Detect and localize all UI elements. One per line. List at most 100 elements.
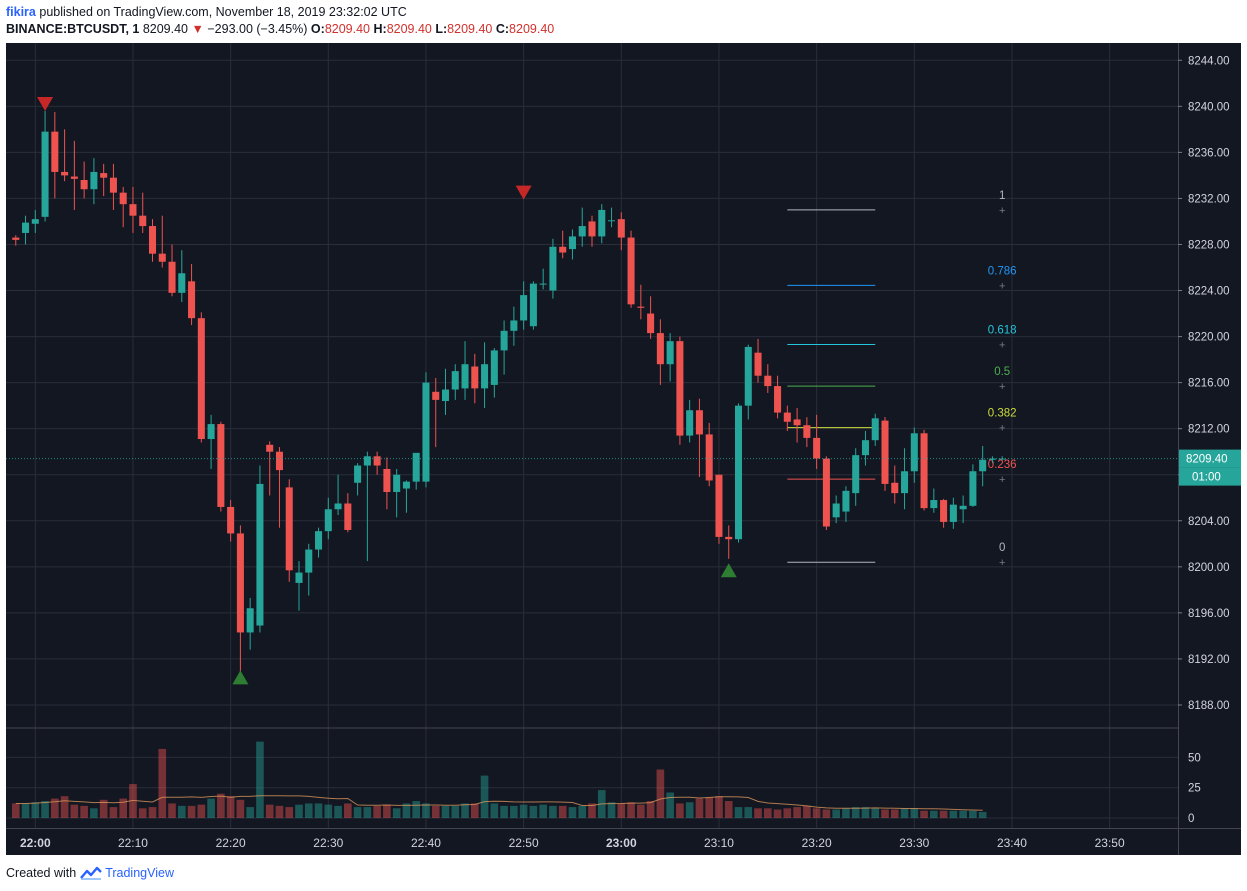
volume-bar [939, 810, 948, 818]
candle-body [520, 295, 528, 321]
footer: Created with TradingView [6, 866, 174, 880]
time-tick-label: 22:50 [509, 836, 539, 850]
tradingview-brand[interactable]: TradingView [80, 866, 174, 880]
volume-bar [177, 805, 186, 818]
volume-bar [510, 805, 518, 818]
candle-body [608, 220, 616, 222]
volume-bar [99, 799, 108, 818]
candle-body [578, 226, 586, 237]
volume-bar [41, 801, 49, 818]
volume-bar [851, 807, 860, 818]
tradingview-logo-icon [80, 866, 103, 880]
candle-body [295, 572, 303, 583]
sell-marker-icon [515, 185, 532, 200]
low-value: 8209.40 [447, 22, 493, 36]
volume-bar [763, 808, 772, 818]
volume-bar [490, 803, 499, 818]
candle-body [12, 237, 20, 240]
countdown-tag [1179, 467, 1241, 486]
candle-body [803, 425, 811, 438]
price-tick-label: 8220.00 [1188, 332, 1230, 344]
candle-body [832, 503, 840, 518]
candle-body [920, 433, 928, 509]
candle-body [715, 474, 723, 537]
candle-body [31, 219, 39, 224]
candle-body [969, 471, 977, 506]
chart-background [6, 43, 1241, 855]
volume-bar [558, 805, 567, 818]
candle-body [783, 412, 791, 422]
close-value: 8209.40 [509, 22, 555, 36]
candle-body [568, 236, 576, 250]
last-price-tag [1179, 449, 1241, 468]
candle-body [100, 173, 108, 178]
author-link[interactable]: fikira [6, 5, 36, 19]
price-tick-label: 8200.00 [1188, 562, 1230, 574]
volume-bar [246, 807, 254, 818]
candle-body [315, 531, 323, 550]
price-tick-label: 8244.00 [1188, 55, 1230, 67]
fib-handle-icon: + [999, 557, 1005, 569]
candle-body [930, 500, 938, 509]
volume-bar [324, 804, 333, 818]
price-tick-label: 8240.00 [1188, 101, 1230, 113]
candles [12, 110, 1006, 673]
volume-bar [236, 799, 245, 818]
time-tick-label: 23:00 [606, 836, 637, 850]
created-with-text: Created with [6, 866, 77, 880]
candle-body [725, 536, 733, 540]
volume-bar [451, 805, 460, 818]
low-label: L: [435, 22, 448, 36]
candle-body [754, 352, 762, 376]
volume-bar [314, 803, 323, 818]
volume-bar [422, 803, 430, 818]
volume-bar [21, 803, 30, 818]
volume-bar [812, 808, 821, 818]
candle-body [402, 481, 410, 489]
volume-bar [539, 804, 547, 818]
volume-bar [90, 808, 98, 818]
volume-bar [959, 810, 967, 818]
candle-body [979, 459, 987, 472]
fib-retracement: 1 +0.786 +0.618 +0.5 +0.382 +0.236 +0 + [787, 190, 1017, 569]
candle-body [178, 273, 186, 293]
candle-body [188, 281, 196, 319]
volume-bar [187, 805, 196, 818]
fib-level-label: 0.382 [988, 408, 1017, 420]
candle-body [559, 246, 567, 253]
volume-bar [666, 792, 674, 818]
brand-name: TradingView [105, 866, 174, 880]
candle-body [305, 549, 313, 573]
volume-bar [920, 810, 928, 818]
chart-svg[interactable]: 1 +0.786 +0.618 +0.5 +0.382 +0.236 +0 + 8188.00… [6, 43, 1241, 855]
time-axis-background [6, 828, 1178, 855]
volume-tick-label: 25 [1188, 783, 1201, 795]
candle-body [656, 333, 664, 365]
down-arrow-icon: ▼ [191, 22, 204, 36]
volume-bar [930, 810, 938, 818]
candle-body [109, 177, 117, 193]
fib-handle-icon: + [999, 381, 1005, 393]
chart-area[interactable]: 1 +0.786 +0.618 +0.5 +0.382 +0.236 +0 + 8188.00… [6, 43, 1241, 855]
volume-bar [832, 809, 840, 818]
fib-handle-icon: + [999, 205, 1005, 217]
time-tick-label: 23:50 [1095, 836, 1125, 850]
volume-tick-label: 50 [1188, 752, 1201, 764]
volume-bar [441, 805, 450, 818]
price-tick-label: 8192.00 [1188, 654, 1230, 666]
fib-level-label: 1 [999, 190, 1005, 202]
candle-body [744, 346, 752, 406]
volume-bar [217, 793, 225, 818]
candle-body [393, 474, 401, 492]
candle-body [256, 483, 264, 626]
price-axis-background [1178, 43, 1241, 855]
volume-bar [949, 810, 958, 818]
volume-bar [207, 798, 215, 818]
time-tick-label: 23:40 [997, 836, 1027, 850]
candle-body [422, 382, 430, 482]
price-tick-label: 8224.00 [1188, 286, 1230, 298]
volume-bar [519, 804, 528, 818]
price-change: −293.00 (−3.45%) [207, 22, 308, 36]
price-tick-label: 8216.00 [1188, 378, 1230, 390]
candle-body [910, 433, 918, 472]
